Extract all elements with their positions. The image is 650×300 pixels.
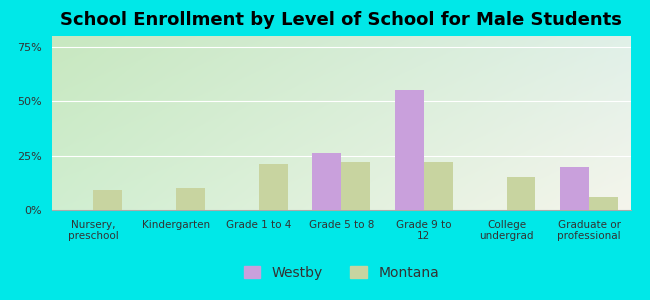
Bar [94,190,122,210]
Bar [424,162,453,210]
Bar [312,154,341,210]
Bar [176,188,205,210]
Bar [506,177,536,210]
Legend: Westby, Montana: Westby, Montana [244,266,439,280]
Bar [341,162,370,210]
Bar [259,164,287,210]
Bar [589,197,618,210]
Bar [560,167,589,210]
Bar [395,90,424,210]
Title: School Enrollment by Level of School for Male Students: School Enrollment by Level of School for… [60,11,622,29]
